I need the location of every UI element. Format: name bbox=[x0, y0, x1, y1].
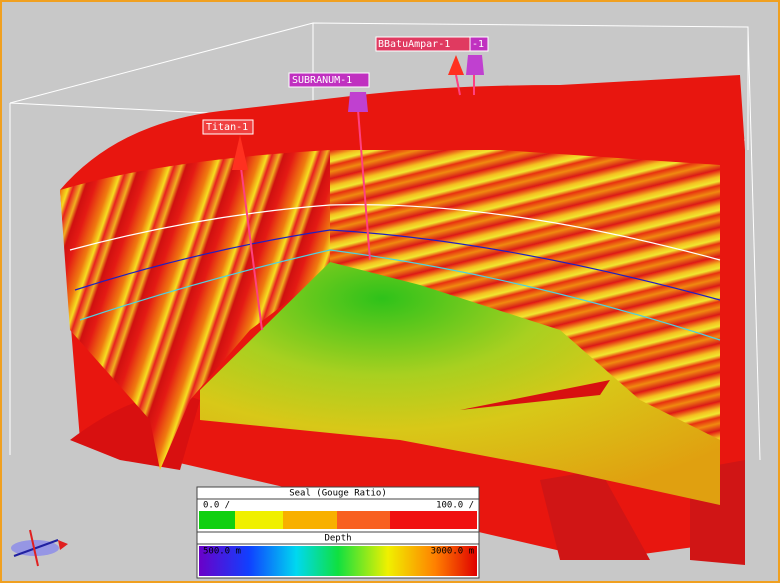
well-label: -1 bbox=[472, 39, 484, 50]
well-labels: Titan-1 SUBRANUM-1 BBatuAmpar-1 -1 bbox=[202, 36, 489, 135]
well-label: BBatuAmpar-1 bbox=[378, 39, 450, 50]
legend-depth: Depth 500.0 m 3000.0 m bbox=[196, 531, 480, 579]
well-label: SUBRANUM-1 bbox=[292, 75, 352, 86]
section-left bbox=[60, 150, 330, 470]
legend-max: 3000.0 m bbox=[431, 547, 474, 557]
horizons bbox=[69, 204, 721, 341]
legend-max: 100.0 / bbox=[436, 501, 474, 511]
section-right bbox=[330, 150, 720, 440]
wells bbox=[232, 55, 484, 331]
depth-surface bbox=[200, 262, 720, 505]
legend-min: 500.0 m bbox=[203, 547, 241, 557]
well-label: Titan-1 bbox=[206, 122, 248, 133]
legend-title: Depth bbox=[324, 534, 351, 544]
legend-title: Seal (Gouge Ratio) bbox=[289, 489, 387, 499]
legend-min: 0.0 / bbox=[203, 501, 230, 511]
fault-sliver bbox=[460, 380, 610, 410]
orientation-compass bbox=[11, 529, 68, 567]
legend-seal: Seal (Gouge Ratio) 0.0 / 100.0 / bbox=[196, 486, 480, 533]
